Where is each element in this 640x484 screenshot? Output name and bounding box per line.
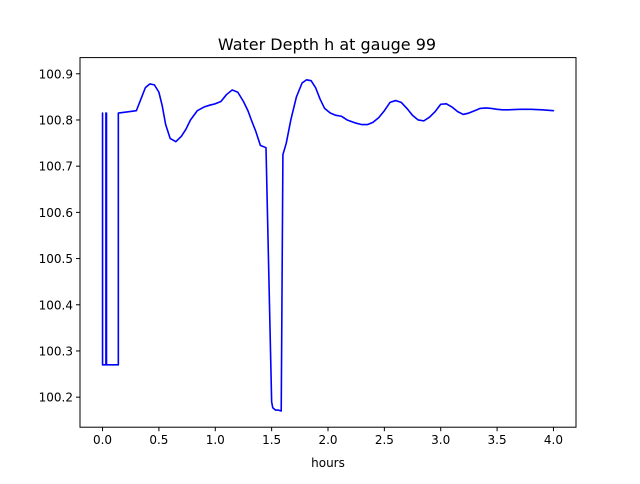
x-tick-label: 0.5 bbox=[149, 433, 168, 447]
x-tick-label: 3.5 bbox=[488, 433, 507, 447]
x-tick-label: 1.0 bbox=[206, 433, 225, 447]
series-line-0 bbox=[101, 78, 555, 412]
x-tick-label: 2.0 bbox=[318, 433, 337, 447]
y-tick-label: 100.8 bbox=[39, 113, 73, 127]
plot-frame bbox=[79, 57, 577, 428]
y-axis-ticks: 100.2 100.3 100.4 100.5 100.6 100.7 100.8 100.9 bbox=[39, 67, 80, 405]
y-tick-label: 100.5 bbox=[39, 252, 73, 266]
x-tick-label: 4.0 bbox=[544, 433, 563, 447]
y-tick-label: 100.7 bbox=[39, 160, 73, 174]
x-tick-label: 1.5 bbox=[262, 433, 281, 447]
y-tick-label: 100.9 bbox=[39, 67, 73, 81]
x-axis-ticks: 0.0 0.5 1.0 1.5 2.0 2.5 3.0 3.5 4.0 bbox=[93, 427, 563, 447]
x-tick-label: 0.0 bbox=[93, 433, 112, 447]
x-tick-label: 2.5 bbox=[375, 433, 394, 447]
series-layer bbox=[101, 78, 555, 412]
chart-title: Water Depth h at gauge 99 bbox=[218, 35, 436, 54]
x-tick-label: 3.0 bbox=[431, 433, 450, 447]
y-tick-label: 100.2 bbox=[39, 391, 73, 405]
y-tick-label: 100.4 bbox=[39, 298, 73, 312]
x-axis-label: hours bbox=[311, 456, 345, 470]
y-tick-label: 100.3 bbox=[39, 344, 73, 358]
y-tick-label: 100.6 bbox=[39, 206, 73, 220]
